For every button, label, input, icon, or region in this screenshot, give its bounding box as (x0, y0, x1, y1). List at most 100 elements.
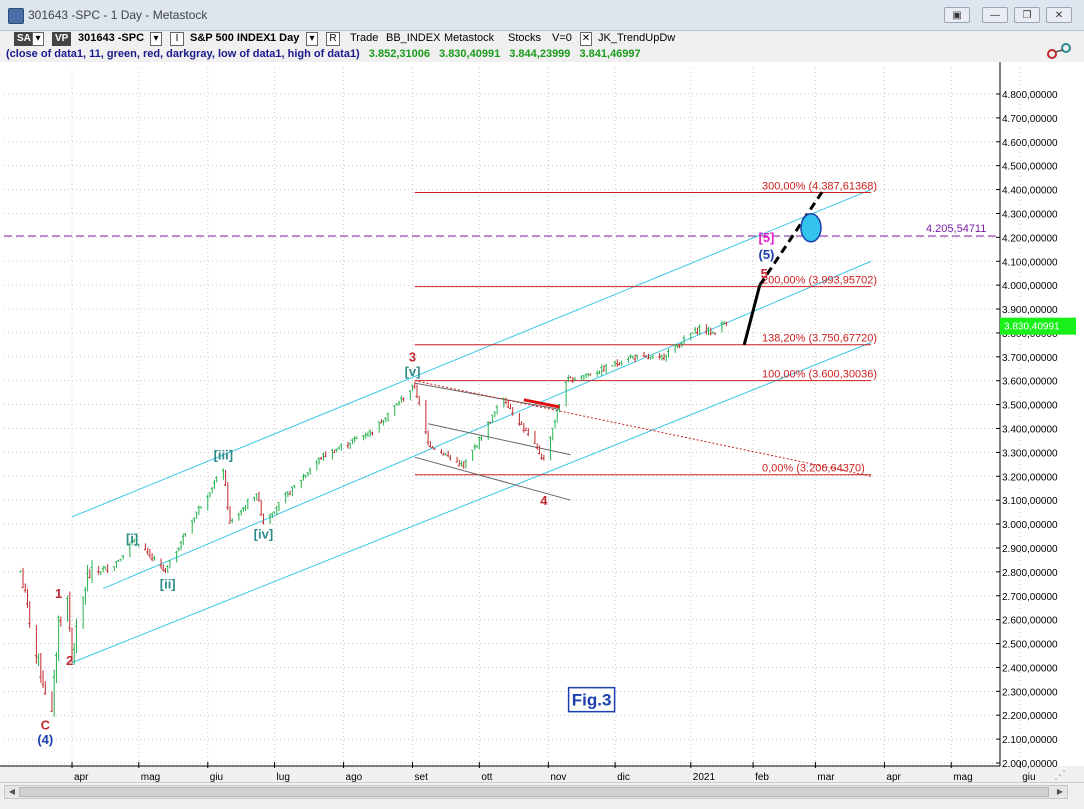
price-tick-label: 2.300,00000 (1002, 687, 1058, 698)
sa-dropdown-icon[interactable]: ▾ (32, 32, 44, 46)
security-name: S&P 500 INDEX (190, 32, 271, 44)
window-title: 301643 -SPC - 1 Day - Metastock (28, 8, 208, 22)
range-button[interactable]: R (326, 32, 340, 46)
triangle-line (414, 456, 571, 501)
indicator-legend[interactable]: (close of data1, 11, green, red, darkgra… (6, 48, 641, 60)
projection-solid-line (742, 284, 762, 346)
price-tick-label: 2.800,00000 (1002, 568, 1058, 579)
indicator-value-4: 3.841,46997 (579, 48, 641, 60)
indicator-value-3: 3.844,23999 (509, 48, 571, 60)
price-tick-label: 3.400,00000 (1002, 425, 1058, 436)
version-label: V=0 (552, 32, 572, 44)
wave-label: [ii] (160, 577, 176, 592)
wave-label: 2 (66, 653, 73, 668)
fig-label-box (567, 686, 616, 713)
price-tick-label: 4.400,00000 (1002, 186, 1058, 197)
fib-level-label: 200,00% (3.993,95702) (762, 275, 877, 287)
resize-grip-icon[interactable]: ⋰ (1054, 768, 1066, 782)
period-dropdown-icon[interactable]: ▾ (306, 32, 318, 46)
restore-button[interactable]: ❐ (1014, 7, 1040, 23)
trade-label: Trade (350, 32, 379, 44)
vp-button[interactable]: VP (52, 32, 72, 46)
price-tick-label: 3.900,00000 (1002, 305, 1058, 316)
fib-level-label: 138,20% (3.750,67720) (762, 333, 877, 345)
target-ellipse (800, 213, 822, 243)
price-tick-label: 3.600,00000 (1002, 377, 1058, 388)
expert-checkbox[interactable]: ✕ (580, 32, 592, 46)
interval-button[interactable]: I (170, 32, 184, 46)
date-tick-label: apr (74, 772, 89, 782)
breakout-marker (523, 398, 560, 409)
wizard-icon[interactable] (1046, 42, 1072, 60)
fib-level-label: 0,00% (3.206,64370) (762, 463, 865, 475)
date-tick-label: mar (817, 772, 835, 782)
price-tick-label: 3.000,00000 (1002, 520, 1058, 531)
price-tick-label: 4.500,00000 (1002, 162, 1058, 173)
minimize-button[interactable]: — (982, 7, 1008, 23)
price-tick-label: 4.100,00000 (1002, 257, 1058, 268)
trend-channel-line (71, 189, 872, 518)
scrollbar-thumb[interactable] (19, 787, 1049, 797)
index-label: BB_INDEX (386, 32, 441, 44)
price-tick-label: 3.700,00000 (1002, 353, 1058, 364)
range-label: R (329, 33, 337, 44)
close-button[interactable]: ✕ (1046, 7, 1072, 23)
price-tick-label: 2.700,00000 (1002, 592, 1058, 603)
title-bar: 301643 -SPC - 1 Day - Metastock ▣ — ❐ ✕ (0, 0, 1084, 31)
chart-area[interactable] (0, 62, 1000, 766)
trend-channel-line (102, 260, 872, 590)
symbol-dropdown-icon[interactable]: ▾ (150, 32, 162, 46)
price-tick-label: 3.500,00000 (1002, 401, 1058, 412)
horizontal-scrollbar[interactable]: ◀ ▶ (4, 785, 1068, 799)
price-tick-label: 2.600,00000 (1002, 616, 1058, 627)
fig-label-text: Fig.3 (572, 691, 612, 710)
price-tick-label: 4.800,00000 (1002, 90, 1058, 101)
wave-label: (4) (37, 732, 53, 747)
target-line-label: 4.205,54711 (926, 223, 986, 235)
wave-label: (5) (759, 247, 775, 262)
sa-button[interactable]: SA (14, 32, 34, 46)
price-axis (1000, 62, 1084, 766)
last-price-tag (1000, 317, 1076, 335)
wave-label: [iii] (214, 448, 234, 463)
date-tick-label: apr (886, 772, 901, 782)
price-tick-label: 4.600,00000 (1002, 138, 1058, 149)
price-tick-label: 4.200,00000 (1002, 233, 1058, 244)
price-tick-label: 3.200,00000 (1002, 472, 1058, 483)
app-icon (8, 8, 24, 24)
date-tick-label: feb (755, 772, 769, 782)
date-tick-label: dic (617, 772, 630, 782)
wave-label: 1 (55, 586, 62, 601)
price-tick-label: 2.000,00000 (1002, 759, 1058, 770)
scroll-left-icon[interactable]: ◀ (8, 787, 16, 796)
price-tick-label: 2.500,00000 (1002, 640, 1058, 651)
date-tick-label: giu (1022, 772, 1035, 782)
chart-toolbar: SA ▾ VP 301643 -SPC ▾ I S&P 500 INDEX 1 … (0, 31, 1084, 47)
projection-dashed-line (758, 191, 824, 286)
date-tick-label: ago (346, 772, 363, 782)
wave-label: C (41, 718, 51, 733)
indicator-params: (close of data1, 11, green, red, darkgra… (6, 48, 360, 60)
date-tick-label: mag (141, 772, 160, 782)
price-tick-label: 4.700,00000 (1002, 114, 1058, 125)
fib-level-label: 100,00% (3.600,30036) (762, 369, 877, 381)
price-tick-label: 4.300,00000 (1002, 209, 1058, 220)
fib-level-label: 300,00% (4.387,61368) (762, 181, 877, 193)
symbol-label: 301643 -SPC (78, 32, 145, 44)
wave-label: 4 (540, 493, 548, 508)
date-tick-label: ott (481, 772, 492, 782)
date-tick-label: 2021 (693, 772, 716, 782)
properties-button[interactable]: ▣ (944, 7, 970, 23)
trend-channel-line (71, 342, 872, 664)
interval-label: I (175, 33, 179, 44)
date-tick-label: mag (953, 772, 972, 782)
price-tick-label: 3.100,00000 (1002, 496, 1058, 507)
indicator-value-1: 3.852,31006 (368, 48, 430, 60)
triangle-line (428, 423, 571, 456)
price-tick-label: 4.000,00000 (1002, 281, 1058, 292)
price-chart[interactable]: 4.800,00000 4.700,00000 4.600,00000 4.500,0… (0, 0, 1084, 782)
period-label: 1 Day (270, 32, 300, 44)
scroll-right-icon[interactable]: ▶ (1056, 787, 1064, 796)
wave-label: [i] (126, 531, 138, 546)
date-tick-label: set (415, 772, 429, 782)
